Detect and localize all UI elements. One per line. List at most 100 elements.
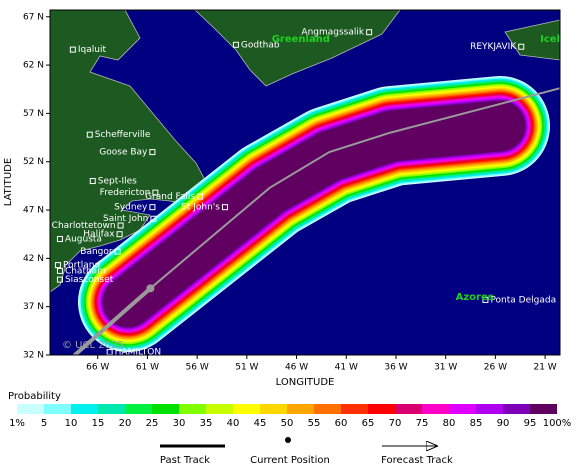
lat-tick-label: 32 N [23,351,44,361]
current-position-key [285,437,291,443]
place-label: Saint John [103,214,148,224]
place-marker [54,262,61,269]
x-axis-label: LONGITUDE [276,377,335,388]
lon-tick-label: 21 W [533,363,556,373]
legend-label: 75 [416,418,429,429]
place-label: Sept-Iles [98,177,137,187]
place-marker [197,193,204,200]
copyright: © UCL 2025 [62,340,124,351]
legend-swatch [449,404,476,414]
lon-tick-label: 46 W [285,363,308,373]
legend-label: 70 [389,418,402,429]
place-label: Schefferville [95,130,151,140]
lat-tick-label: 47 N [23,206,44,216]
legend-label: 80 [443,418,456,429]
place-label: Halifax [83,230,115,240]
legend-swatch [422,404,449,414]
legend-swatch [233,404,260,414]
legend-swatch [287,404,314,414]
legend-label: 100% [543,418,572,429]
place-label: REYKJAVIK [470,42,517,52]
past-track-label: Past Track [160,455,210,466]
place-marker [69,46,76,53]
legend-label: 90 [497,418,510,429]
lat-tick-label: 37 N [23,302,44,312]
legend-title: Probability [8,391,61,402]
place-label: Goose Bay [99,148,148,158]
place-label: Sydney [114,203,148,213]
legend-swatch [341,404,368,414]
lon-tick-label: 36 W [384,363,407,373]
region-label: Iceland [540,34,580,45]
legend-label: 5 [41,418,47,429]
legend-label: 35 [200,418,213,429]
place-label: Iqaluit [78,45,107,55]
legend-label: 50 [281,418,294,429]
lat-tick-label: 42 N [23,254,44,264]
place-label: HAMILTON [115,348,161,358]
place-label: Grand Falls [145,192,195,202]
legend-swatch [179,404,206,414]
legend-label: 45 [254,418,267,429]
place-marker [149,204,156,211]
current-position [146,284,155,293]
overlay: Iqaluit Godthab Angmagssalik REYKJAVIK Schef… [52,28,580,358]
legend-label: 60 [335,418,348,429]
lon-tick-label: 51 W [235,363,258,373]
legend-label: 1% [9,418,25,429]
lon-tick-label: 41 W [335,363,358,373]
map: Iqaluit Godthab Angmagssalik REYKJAVIK Schef… [50,10,580,358]
legend-label: 55 [308,418,321,429]
lat-tick-label: 57 N [23,109,44,119]
legend-swatch [44,404,71,414]
legend-label: 25 [146,418,159,429]
place-marker [114,248,121,255]
place-label: Godthab [241,40,280,50]
place-marker [149,149,156,156]
place-marker [89,178,96,185]
legend-swatch [260,404,287,414]
forecast-track [149,87,560,290]
lon-tick-label: 66 W [86,363,109,373]
lon-tick-label: 61 W [136,363,159,373]
place-marker [221,204,228,211]
y-axis-label: LATITUDE [3,158,14,206]
place-label: Bangor [80,247,113,257]
past-track [72,286,153,355]
legend-label: 10 [65,418,78,429]
legend-swatch [71,404,98,414]
lat-tick-label: 62 N [23,61,44,71]
legend-swatch [125,404,152,414]
place-marker [117,222,124,229]
place-label: Ponta Delgada [490,295,556,305]
lat-tick-label: 52 N [23,157,44,167]
probability-legend: 1% 5 10 15 20 25 30 35 40 45 50 55 60 65 70 75 80 85 90 95 1… [9,404,571,429]
place-marker [116,231,123,238]
legend-swatch [503,404,530,414]
legend-label: 40 [227,418,240,429]
legend-label: 65 [362,418,375,429]
lat-tick-label: 67 N [23,12,44,22]
legend-label: 20 [119,418,132,429]
lon-tick-label: 31 W [434,363,457,373]
place-marker [86,131,93,138]
place-label: Angmagssalik [301,28,364,38]
place-marker [150,215,157,222]
place-marker [232,41,239,48]
place-label: Chatham [65,266,106,276]
place-label: Charlottetown [52,221,116,231]
iceland [504,19,560,61]
legend-swatch [530,404,557,414]
legend-swatch [395,404,422,414]
current-position-label: Current Position [250,455,330,466]
place-label: Portland [63,261,100,271]
place-marker [482,296,489,303]
lon-tick-label: 26 W [484,363,507,373]
region-label: Azores [456,292,494,303]
place-marker [56,267,63,274]
legend-label: 85 [470,418,483,429]
legend-swatch [98,404,125,414]
place-label: St John's [181,203,220,213]
legend-swatch [17,404,44,414]
